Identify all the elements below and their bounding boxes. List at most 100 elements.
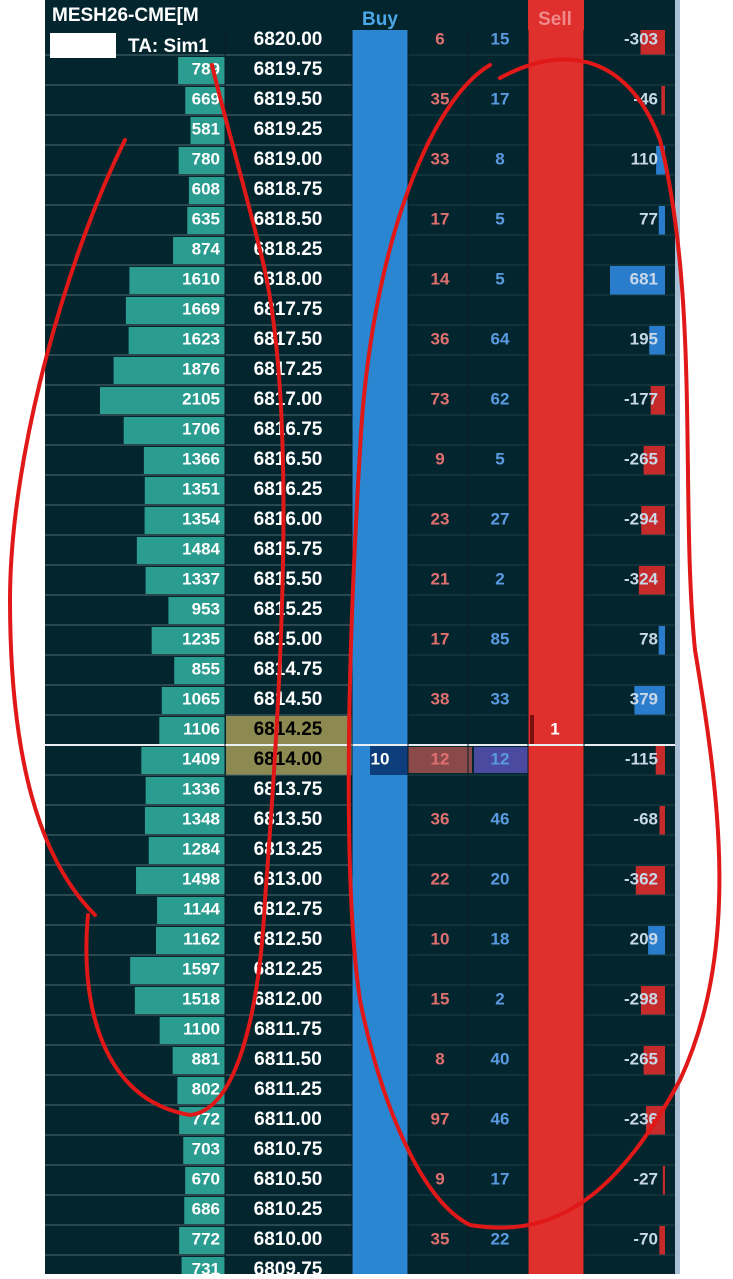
delta: 78 [639,629,658,648]
volume-bar [161,687,225,714]
bid-volume: 46 [491,1109,510,1128]
sell-cell [528,715,584,745]
sell-cell [528,655,584,685]
sell-cell [528,415,584,445]
volume: 1366 [182,449,220,468]
volume: 1065 [182,689,220,708]
price: 6815.00 [254,629,323,650]
account: TA: Sim1 [128,36,209,57]
delta-bar [659,1226,665,1255]
price: 6814.00 [254,749,323,770]
bid-volume: 27 [491,509,510,528]
buy-cell [352,715,408,745]
ask-volume: 8 [435,1049,444,1068]
bid-volume: 2 [495,569,504,588]
volume-bar [143,447,225,474]
price: 6812.25 [254,959,323,980]
buy-cell [352,145,408,175]
buy-cell [352,235,408,265]
ask-volume: 10 [431,929,450,948]
volume: 874 [192,239,221,258]
delta: -68 [633,809,658,828]
sell-order[interactable]: 1 [550,719,559,738]
price: 6813.00 [254,869,323,890]
annotations [7,57,722,1230]
delta: -294 [624,509,659,528]
buy-cell [352,625,408,655]
bid-volume: 2 [495,989,504,1008]
buy-cell [352,655,408,685]
buy-cell [352,1165,408,1195]
delta: -303 [624,29,658,48]
bid-volume: 5 [495,449,504,468]
ask-highlight [408,747,472,773]
buy-cell [352,925,408,955]
volume: 1876 [182,359,220,378]
volume-bar [173,237,225,264]
delta-bar [643,1046,665,1075]
price: 6813.25 [254,839,323,860]
volume: 686 [192,1199,220,1218]
volume: 670 [192,1169,220,1188]
volume-bar [136,867,225,894]
delta-bar [635,866,665,895]
sell-cell [528,265,584,295]
bid-volume: 33 [491,689,510,708]
sell-cell [528,805,584,835]
sell-cell [528,895,584,925]
buy-header[interactable]: Buy [362,9,398,30]
ask-volume: 17 [431,629,450,648]
sell-cell [528,955,584,985]
delta-bar [658,626,665,655]
ask-volume: 9 [435,1169,444,1188]
volume: 1597 [182,959,220,978]
sell-header[interactable]: Sell [538,9,572,30]
volume: 1669 [182,299,220,318]
delta: -70 [633,1229,658,1248]
buy-cell [352,775,408,805]
volume: 780 [192,149,220,168]
sell-cell [528,535,584,565]
delta: 209 [630,929,658,948]
sell-cell [528,505,584,535]
buy-cell [352,895,408,925]
sell-cell [528,1165,584,1195]
delta: -115 [625,749,658,768]
delta: -298 [624,989,658,1008]
volume: 1518 [182,989,220,1008]
volume-bar [174,657,225,684]
delta: 681 [630,269,658,288]
price: 6812.00 [254,989,323,1010]
sell-cell [528,1225,584,1255]
sell-cell [528,1075,584,1105]
delta: -177 [624,389,658,408]
ask-volume: 22 [431,869,450,888]
ask-volume: 97 [431,1109,450,1128]
delta-bar [655,746,665,775]
bid-volume: 46 [491,809,510,828]
volume-bar [184,1197,225,1224]
sell-cell [528,865,584,895]
price-highlight [226,716,352,745]
volume-bar [187,207,225,234]
ask-volume: 36 [431,809,450,828]
delta-bar [661,86,665,115]
delta: 110 [631,149,658,168]
bid-volume: 20 [491,869,510,888]
bid-volume: 85 [491,629,510,648]
price-highlight [226,746,352,775]
bid-volume: 62 [491,389,510,408]
price: 6816.50 [254,449,323,470]
buy-order[interactable]: 10 [371,749,390,768]
delta-bar [662,1166,665,1195]
volume-bar [172,1047,225,1074]
price: 6812.50 [254,929,323,950]
annotation-stroke [84,63,286,1118]
volume-bar [157,897,225,924]
bid-volume: 40 [491,1049,510,1068]
delta: -324 [624,569,659,588]
volume: 608 [192,179,220,198]
delta-bar [648,926,665,955]
volume-bar [141,747,225,774]
